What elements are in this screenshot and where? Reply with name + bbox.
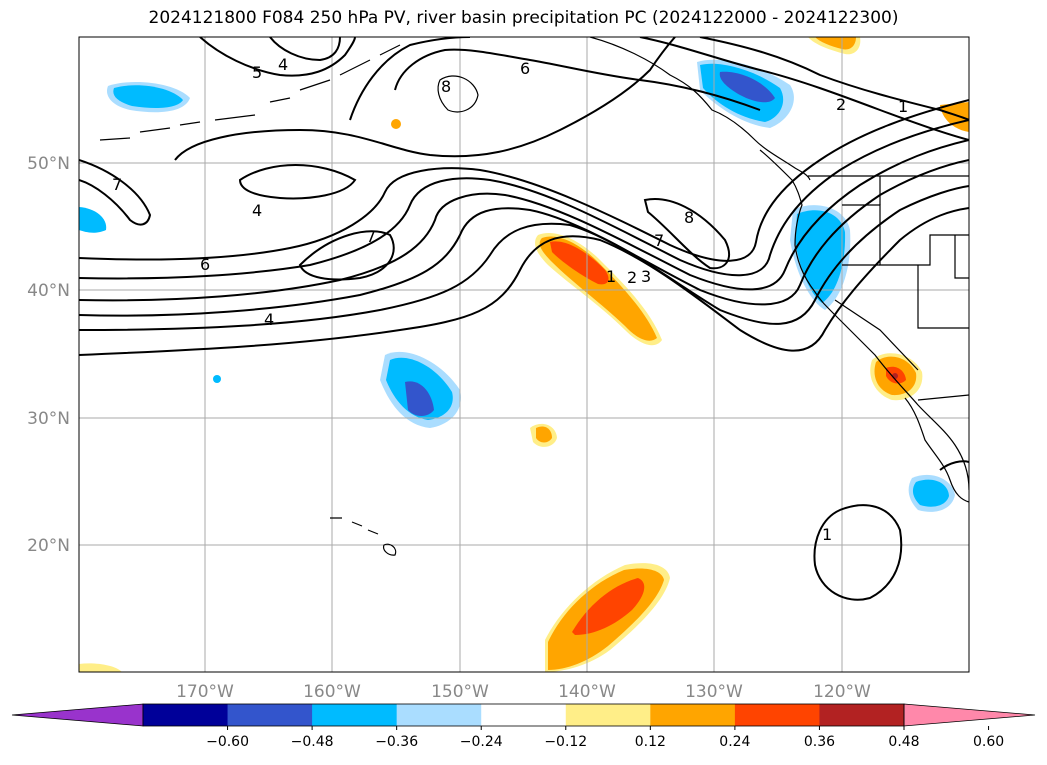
positive-anomaly-region <box>536 426 552 443</box>
colorbar-tick-label: −0.24 <box>460 734 503 750</box>
lon-tick-label: 160°W <box>303 682 361 702</box>
lon-tick-label: 150°W <box>431 682 489 702</box>
lon-tick-labels: 170°W 160°W 150°W 140°W 130°W 120°W <box>176 682 871 702</box>
lat-tick-label: 30°N <box>27 409 70 429</box>
lat-tick-label: 40°N <box>27 281 70 301</box>
pv-contours <box>79 37 969 601</box>
contour-label: 2 <box>836 95 846 114</box>
lon-tick-label: 140°W <box>558 682 616 702</box>
colorbar-extend-max <box>903 703 1036 727</box>
positive-anomaly-region <box>940 102 969 132</box>
contour-label: 6 <box>200 255 210 274</box>
colorbar-segment <box>819 704 905 726</box>
canada-coast <box>759 149 969 491</box>
island-chain <box>99 44 401 141</box>
contour-label: 4 <box>264 310 274 329</box>
state-border <box>917 265 969 329</box>
colorbar-segment <box>312 704 398 726</box>
contour-label: 1 <box>606 267 616 286</box>
positive-anomaly-region <box>550 241 609 285</box>
colorbar-segment <box>650 704 736 726</box>
state-border <box>842 204 969 266</box>
contour-label: 1 <box>822 525 832 544</box>
colorbar-tick-label: 0.24 <box>719 734 750 750</box>
state-border <box>917 394 969 401</box>
positive-anomaly-region <box>815 37 856 50</box>
colorbar-segment <box>481 704 567 726</box>
lon-tick-label: 170°W <box>176 682 234 702</box>
colorbar-segment <box>734 704 820 726</box>
negative-anomaly-region <box>719 71 775 103</box>
contour-label: 1 <box>898 97 908 116</box>
baja-coast <box>904 397 969 503</box>
colorbar-tick-label: 0.36 <box>804 734 835 750</box>
colorbar-segment <box>143 704 229 726</box>
colorbar-tick-label: 0.12 <box>635 734 666 750</box>
colorbar-segment <box>227 704 313 726</box>
contour-label: 8 <box>441 77 451 96</box>
colorbar: −0.60 −0.48 −0.36 −0.24 −0.12 0.12 0.24 0.36 0.4… <box>11 703 1036 750</box>
island-chain <box>330 517 397 556</box>
contour-label: 2 <box>627 268 637 287</box>
contour-label: 7 <box>366 227 376 246</box>
state-border <box>954 235 969 279</box>
colorbar-tick-label: −0.12 <box>544 734 587 750</box>
contour-labels: 5 4 8 6 2 1 7 4 7 6 4 8 7 1 2 3 1 <box>112 55 908 544</box>
negative-anomaly-region <box>912 479 949 507</box>
contour-label: 4 <box>278 55 288 74</box>
colorbar-segment <box>396 704 482 726</box>
plot-frame <box>78 36 970 673</box>
colorbar-extend-min <box>11 703 144 727</box>
lon-tick-label: 130°W <box>685 682 743 702</box>
positive-anomaly-region <box>572 578 645 635</box>
colorbar-outline <box>142 703 905 727</box>
lat-tick-label: 20°N <box>27 536 70 556</box>
island <box>437 75 479 113</box>
plot-area: 5 4 8 6 2 1 7 4 7 6 4 8 7 1 2 3 1 <box>79 37 969 672</box>
colorbar-tick-label: −0.60 <box>206 734 249 750</box>
state-border <box>834 299 919 371</box>
colorbar-tick-label: −0.36 <box>375 734 418 750</box>
colorbar-segment <box>565 704 651 726</box>
negative-anomaly-region <box>79 207 107 233</box>
contour-label: 7 <box>654 231 664 250</box>
contour-label: 4 <box>252 201 262 220</box>
colorbar-tick-label: 0.60 <box>973 734 1004 750</box>
lat-tick-label: 50°N <box>27 154 70 174</box>
negative-anomaly-region <box>405 381 434 416</box>
lat-tick-labels: 50°N 40°N 30°N 20°N <box>27 154 70 556</box>
map-title: 2024121800 F084 250 hPa PV, river basin … <box>148 8 899 28</box>
contour-label: 5 <box>252 63 262 82</box>
colorbar-tick-label: 0.48 <box>888 734 919 750</box>
colorbar-tick-label: −0.48 <box>291 734 334 750</box>
contour-label: 7 <box>112 175 122 194</box>
positive-anomaly-region <box>79 663 122 672</box>
negative-anomaly-region <box>113 85 183 108</box>
contour-label: 3 <box>641 267 651 286</box>
contour-label: 6 <box>520 59 530 78</box>
contour-label: 8 <box>684 208 694 227</box>
lon-tick-label: 120°W <box>813 682 871 702</box>
